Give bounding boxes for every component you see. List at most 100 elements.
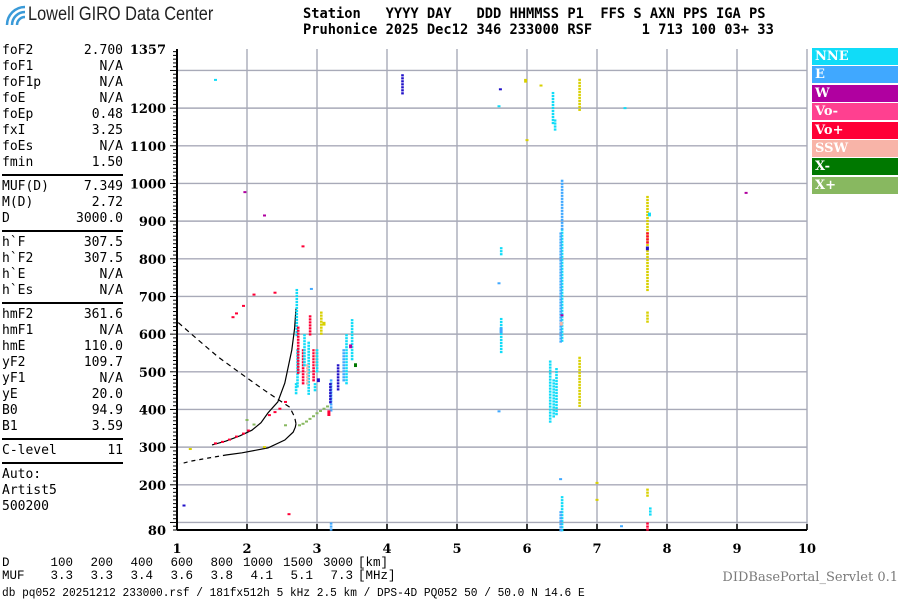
echo-point bbox=[307, 365, 310, 368]
param-value: N/A bbox=[99, 75, 123, 90]
echo-point bbox=[548, 360, 552, 363]
param-value: 2.72 bbox=[91, 195, 123, 210]
echo-point bbox=[301, 373, 305, 376]
echo-point bbox=[306, 370, 309, 373]
echo-point bbox=[295, 300, 299, 304]
echo-point bbox=[345, 337, 348, 340]
echo-point bbox=[329, 528, 333, 531]
echo-point bbox=[559, 277, 562, 280]
echo-point bbox=[646, 273, 649, 277]
echo-point bbox=[559, 325, 562, 328]
distance-value: 200 bbox=[90, 556, 113, 570]
echo-point bbox=[560, 240, 564, 243]
echo-point bbox=[578, 404, 581, 407]
echo-point bbox=[560, 333, 564, 336]
echo-point bbox=[560, 270, 564, 273]
echo-point bbox=[646, 525, 649, 528]
echo-point bbox=[578, 371, 581, 374]
echo-point bbox=[648, 212, 651, 217]
echo-point bbox=[301, 361, 305, 364]
echo-point bbox=[307, 362, 310, 365]
echo-point bbox=[548, 369, 552, 372]
y-tick-label: 1100 bbox=[130, 140, 166, 155]
echo-point bbox=[560, 517, 564, 520]
echo-point bbox=[497, 282, 501, 285]
param-row: D 3000.0 bbox=[2, 211, 123, 227]
echo-point bbox=[307, 374, 310, 377]
echo-point bbox=[303, 340, 306, 343]
param-name: yE bbox=[2, 387, 18, 402]
echo-point bbox=[645, 246, 649, 251]
echo-point bbox=[646, 228, 649, 232]
echo-point bbox=[312, 355, 315, 358]
echo-point bbox=[555, 392, 558, 395]
echo-point bbox=[646, 222, 649, 226]
echo-point bbox=[646, 528, 649, 531]
echo-point bbox=[307, 341, 310, 344]
echo-point bbox=[320, 323, 323, 326]
echo-point bbox=[296, 332, 300, 335]
echo-point bbox=[560, 237, 564, 240]
echo-point bbox=[315, 358, 319, 361]
x-tick-label: 5 bbox=[452, 542, 461, 557]
echo-point bbox=[560, 215, 564, 218]
echo-point bbox=[560, 529, 564, 532]
echo-point bbox=[551, 97, 555, 101]
echo-point bbox=[560, 252, 564, 255]
echo-point bbox=[305, 420, 308, 423]
echo-point bbox=[552, 412, 555, 415]
echo-point bbox=[295, 291, 299, 295]
echo-point bbox=[548, 396, 552, 399]
echo-point bbox=[342, 370, 345, 373]
echo-point bbox=[345, 358, 348, 361]
echo-point bbox=[345, 367, 348, 370]
echo-point bbox=[295, 333, 299, 337]
echo-point bbox=[315, 355, 319, 358]
param-name: D bbox=[2, 211, 10, 226]
echo-point bbox=[345, 334, 348, 337]
echo-point bbox=[555, 383, 558, 386]
echo-point bbox=[559, 259, 562, 262]
echo-point bbox=[345, 376, 348, 379]
param-row: foF2 2.700 bbox=[2, 43, 123, 59]
echo-point bbox=[303, 364, 306, 367]
echo-point bbox=[555, 407, 558, 410]
topside-profile bbox=[177, 321, 297, 424]
x-tick-label: 9 bbox=[732, 542, 741, 557]
param-row: B1 3.59 bbox=[2, 419, 123, 435]
echo-point bbox=[559, 321, 563, 326]
echo-point bbox=[307, 392, 310, 395]
echo-point bbox=[559, 292, 562, 295]
echo-point bbox=[345, 352, 348, 355]
echo-point bbox=[342, 352, 345, 355]
echo-point bbox=[553, 122, 557, 125]
echo-point bbox=[401, 74, 404, 77]
echo-point bbox=[551, 106, 555, 110]
echo-point bbox=[312, 358, 315, 361]
echo-point bbox=[315, 364, 319, 367]
echo-point bbox=[578, 96, 581, 99]
param-name: hmE bbox=[2, 339, 26, 354]
echo-point bbox=[560, 273, 564, 276]
separator bbox=[2, 462, 123, 464]
echo-point bbox=[578, 383, 581, 386]
echo-point bbox=[559, 319, 562, 322]
station-header: Station YYYY DAY DDD HHMMSS P1 FFS S AXN… bbox=[303, 6, 774, 38]
legend-item-vo-minus: Vo- bbox=[812, 103, 898, 121]
echo-point bbox=[552, 388, 555, 391]
echo-point bbox=[551, 118, 555, 122]
echo-point bbox=[646, 235, 649, 238]
echo-point bbox=[548, 420, 552, 423]
echo-point bbox=[350, 352, 354, 355]
echo-point bbox=[263, 446, 266, 449]
echo-point bbox=[313, 383, 317, 386]
echo-point bbox=[307, 371, 310, 374]
echo-point bbox=[345, 382, 348, 385]
echo-point bbox=[336, 364, 340, 367]
echo-point bbox=[552, 379, 555, 382]
echo-point bbox=[295, 324, 299, 328]
echo-point bbox=[296, 341, 300, 344]
echo-point bbox=[298, 424, 301, 427]
echo-point bbox=[320, 314, 323, 317]
